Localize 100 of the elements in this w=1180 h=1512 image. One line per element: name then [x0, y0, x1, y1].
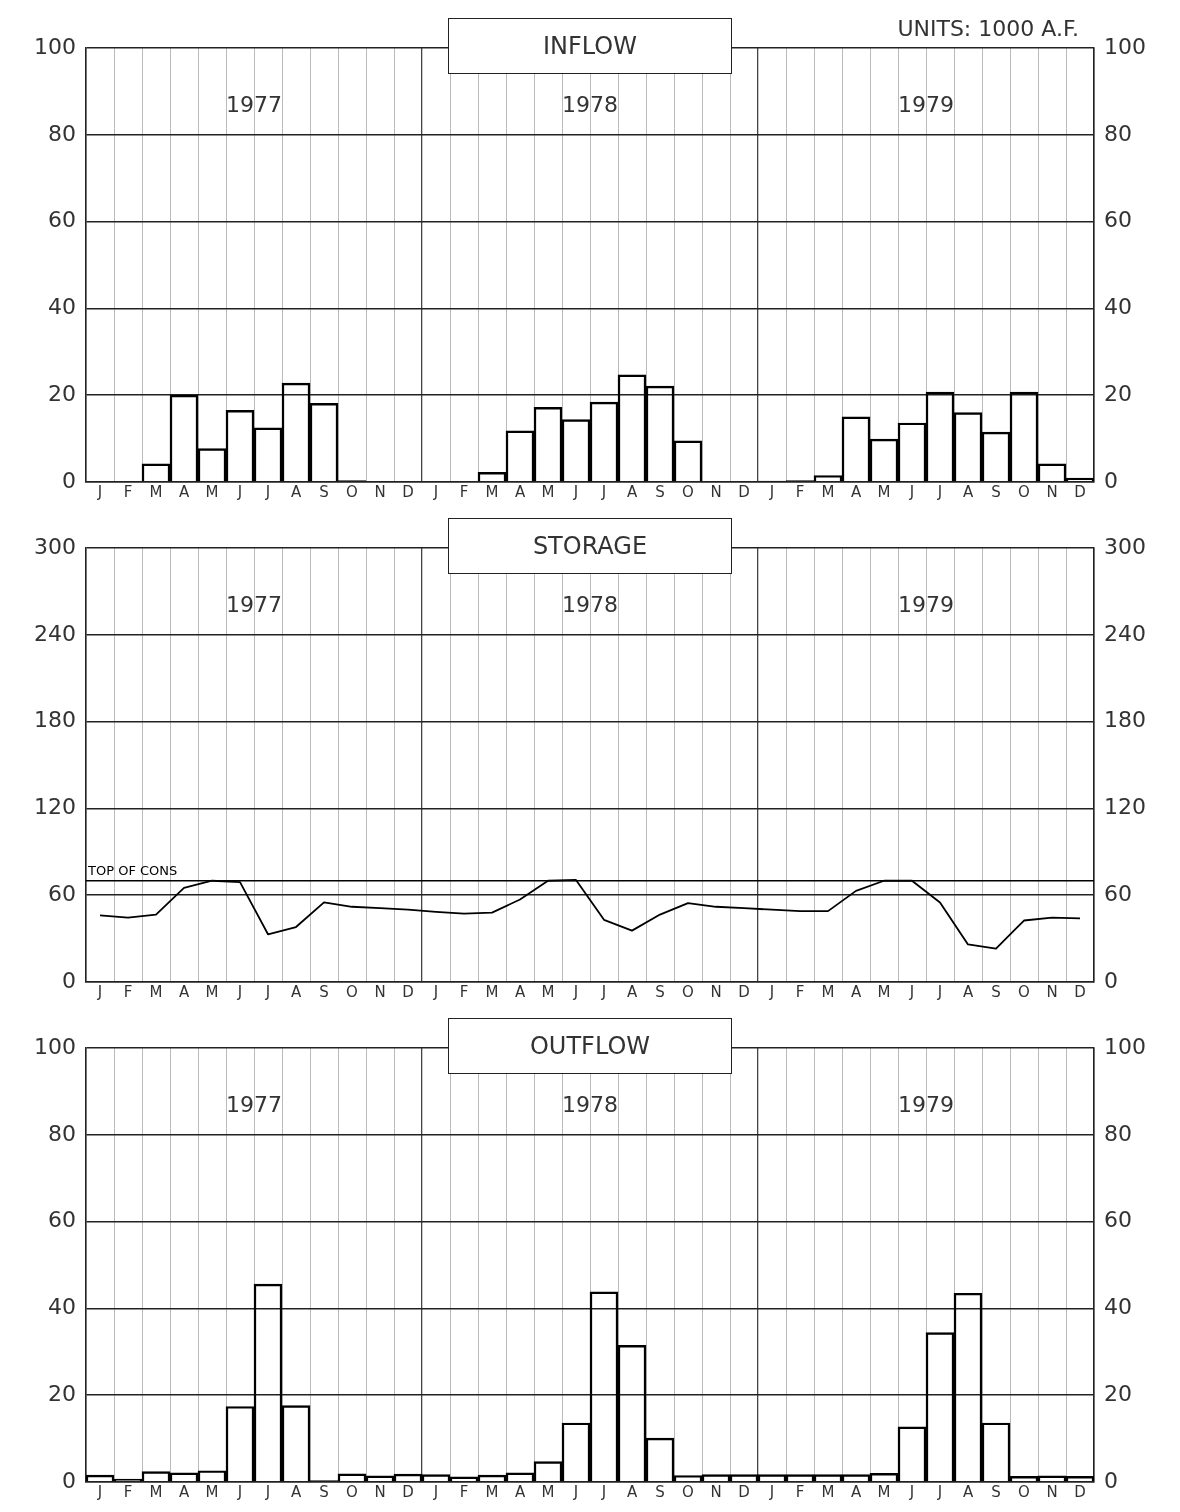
y-tick-label: 180	[34, 707, 76, 733]
x-tick-label: F	[123, 1482, 133, 1501]
x-tick-label: O	[346, 1482, 358, 1501]
x-tick-label: A	[626, 482, 638, 501]
x-tick-label: S	[655, 982, 665, 1001]
x-tick-label: N	[374, 482, 386, 501]
x-tick-label: O	[682, 482, 694, 501]
x-tick-label: J	[572, 1482, 579, 1501]
x-tick-label: D	[738, 482, 750, 501]
y-tick-label: 20	[48, 380, 76, 406]
x-tick-label: O	[1018, 1482, 1030, 1501]
x-tick-label: S	[655, 482, 665, 501]
chart-title: OUTFLOW	[529, 1032, 651, 1060]
x-tick-label: J	[908, 982, 915, 1001]
y-tick-label: 40	[48, 1294, 76, 1320]
x-tick-label: A	[290, 982, 302, 1001]
x-tick-label: D	[402, 482, 414, 501]
x-tick-label: M	[149, 982, 163, 1001]
x-tick-label: J	[236, 982, 243, 1001]
x-tick-label: M	[821, 1482, 835, 1501]
x-tick-label: M	[485, 482, 499, 501]
x-tick-label: J	[96, 482, 103, 501]
x-tick-label: N	[710, 1482, 722, 1501]
x-tick-label: N	[710, 982, 722, 1001]
x-tick-label: O	[346, 482, 358, 501]
y2-tick-label: 300	[1104, 533, 1146, 559]
x-tick-label: A	[962, 1482, 974, 1501]
x-tick-label: O	[1018, 482, 1030, 501]
y2-tick-label: 40	[1104, 294, 1132, 320]
y-tick-label: 120	[34, 794, 76, 820]
x-tick-label: D	[1074, 482, 1086, 501]
x-tick-label: A	[626, 1482, 638, 1501]
x-tick-label: N	[1046, 482, 1058, 501]
x-tick-label: D	[738, 982, 750, 1001]
x-tick-label: J	[236, 1482, 243, 1501]
y-tick-label: 100	[34, 33, 76, 59]
x-tick-label: J	[936, 482, 943, 501]
x-tick-label: A	[962, 482, 974, 501]
y-tick-label: 240	[34, 620, 76, 646]
x-tick-label: N	[1046, 982, 1058, 1001]
x-tick-label: J	[264, 482, 271, 501]
x-tick-label: J	[936, 982, 943, 1001]
x-tick-label: J	[908, 1482, 915, 1501]
annotation: 1978	[562, 591, 618, 617]
x-tick-label: F	[123, 482, 133, 501]
x-tick-label: D	[738, 1482, 750, 1501]
x-tick-label: A	[962, 982, 974, 1001]
x-tick-label: M	[541, 1482, 555, 1501]
annotation: 1977	[226, 1091, 282, 1117]
y2-tick-label: 60	[1104, 880, 1132, 906]
y-tick-label: 80	[48, 120, 76, 146]
x-tick-label: D	[402, 1482, 414, 1501]
x-tick-label: D	[1074, 1482, 1086, 1501]
x-tick-label: J	[432, 1482, 439, 1501]
x-tick-label: J	[96, 982, 103, 1001]
y-tick-label: 60	[48, 1207, 76, 1233]
x-tick-label: F	[459, 1482, 469, 1501]
y2-tick-label: 0	[1104, 1467, 1118, 1493]
x-tick-label: J	[936, 1482, 943, 1501]
x-tick-label: M	[149, 1482, 163, 1501]
x-tick-label: A	[178, 982, 190, 1001]
annotation: 1979	[898, 91, 954, 117]
x-tick-label: N	[374, 1482, 386, 1501]
x-tick-label: F	[795, 982, 805, 1001]
x-tick-label: M	[821, 982, 835, 1001]
x-tick-label: D	[1074, 982, 1086, 1001]
y2-tick-label: 20	[1104, 1380, 1132, 1406]
x-tick-label: A	[514, 982, 526, 1001]
x-tick-label: A	[850, 1482, 862, 1501]
y2-tick-label: 100	[1104, 1033, 1146, 1059]
x-tick-label: M	[485, 1482, 499, 1501]
y-tick-label: 300	[34, 533, 76, 559]
x-tick-label: J	[264, 1482, 271, 1501]
x-tick-label: M	[877, 982, 891, 1001]
chart-subtitle: UNITS: 1000 A.F.	[897, 15, 1079, 41]
y-tick-label: 20	[48, 1380, 76, 1406]
x-tick-label: S	[319, 1482, 329, 1501]
x-tick-label: M	[541, 982, 555, 1001]
x-tick-label: O	[682, 1482, 694, 1501]
y2-tick-label: 80	[1104, 120, 1132, 146]
x-tick-label: S	[991, 482, 1001, 501]
annotation: 1978	[562, 1091, 618, 1117]
x-tick-label: S	[991, 982, 1001, 1001]
chart-title: INFLOW	[543, 32, 637, 60]
x-tick-label: A	[850, 982, 862, 1001]
annotation: 1978	[562, 91, 618, 117]
ref-line-label: TOP OF CONS	[87, 862, 178, 878]
annotation: 1977	[226, 591, 282, 617]
annotation: 1977	[226, 91, 282, 117]
x-tick-label: A	[178, 1482, 190, 1501]
x-tick-label: F	[795, 1482, 805, 1501]
x-tick-label: O	[682, 982, 694, 1001]
y2-tick-label: 0	[1104, 467, 1118, 493]
y2-tick-label: 60	[1104, 207, 1132, 233]
x-tick-label: M	[877, 482, 891, 501]
y-tick-label: 60	[48, 880, 76, 906]
x-tick-label: F	[459, 982, 469, 1001]
x-tick-label: N	[710, 482, 722, 501]
x-tick-label: A	[514, 1482, 526, 1501]
y2-tick-label: 0	[1104, 967, 1118, 993]
